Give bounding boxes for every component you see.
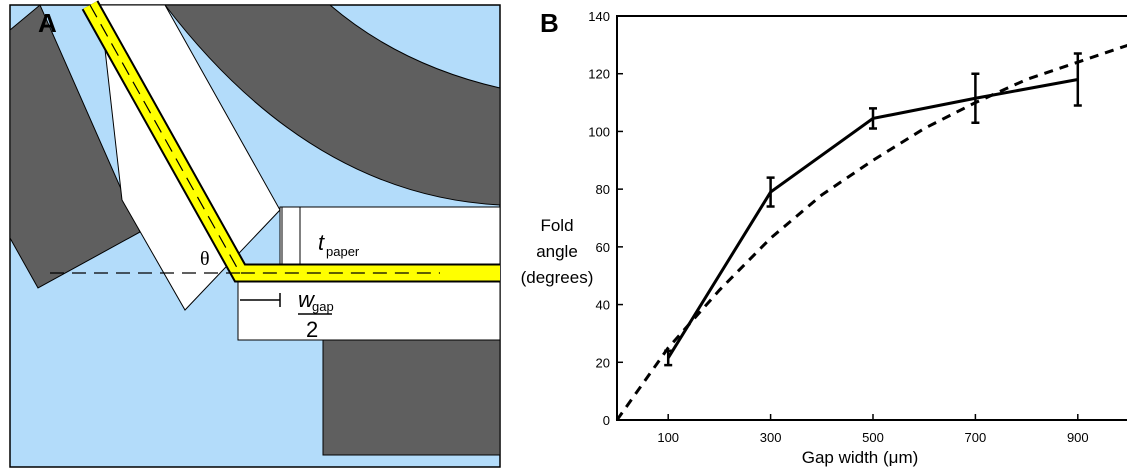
error-bar [869,107,877,130]
error-bar [766,176,775,208]
y-axis-title: Fold [540,216,573,235]
x-tick-label: 100 [657,430,679,445]
thickness-symbol: t [318,230,325,255]
x-axis-title: Gap width (μm) [802,448,919,467]
y-tick-label: 20 [596,355,610,370]
lower-block [322,339,501,456]
y-tick-label: 80 [596,182,610,197]
gap-symbol: w [298,287,316,312]
lower-slab [237,281,501,341]
angle-label: θ [200,248,210,270]
y-tick-label: 40 [596,298,610,313]
plot-frame [616,15,1127,421]
y-axis-title: angle [536,242,578,261]
y-tick-label: 120 [588,67,610,82]
top-roller [163,4,501,206]
y-tick-label: 0 [603,413,610,428]
gap-divisor: 2 [306,317,318,342]
y-axis-title: (degrees) [521,268,594,287]
left-roller [9,4,141,289]
x-tick-label: 900 [1067,430,1089,445]
error-bar [971,72,980,125]
upper-slab [279,206,501,268]
fit-curve [615,43,1127,421]
panel-b: B Gap width (μm) 0 20 40 60 80 100 120 140 100 30… [521,8,1127,467]
panel-label: B [540,8,559,38]
gap-subscript: gap [312,299,334,314]
x-tick-label: 300 [760,430,782,445]
thickness-subscript: paper [326,244,360,259]
x-tick-label: 500 [862,430,884,445]
panel-a: A θ t paper w gap 2 [9,0,501,468]
y-tick-label: 60 [596,240,610,255]
y-tick-label: 140 [588,9,610,24]
y-tick-label: 100 [588,124,610,139]
paper-centerline [89,4,440,274]
x-tick-label: 700 [965,430,987,445]
panel-label: A [38,8,57,38]
